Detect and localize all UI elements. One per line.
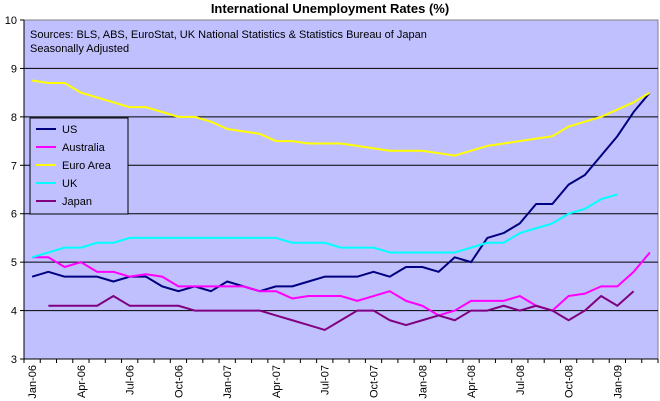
adjustment-note: Seasonally Adjusted [30,43,129,55]
x-tick-label: Oct-07 [369,365,381,398]
chart-title: International Unemployment Rates (%) [210,1,450,16]
y-tick-label: 9 [11,63,17,75]
y-tick-label: 10 [5,15,17,27]
source-note: Sources: BLS, ABS, EuroStat, UK National… [30,29,427,41]
x-tick-label: Apr-08 [466,365,478,398]
series-lines [31,79,651,331]
series-line-euro-area [31,79,651,157]
x-tick-label: Oct-06 [173,365,185,398]
y-tick-label: 5 [11,257,17,269]
x-tick-label: Apr-06 [76,365,88,398]
plot-area [23,19,659,360]
y-tick-label: 8 [11,112,17,124]
x-tick-label: Jul-08 [515,365,527,395]
x-tick-label: Apr-07 [271,365,283,398]
legend-label: Euro Area [62,160,112,172]
x-tick-label: Oct-08 [564,365,576,398]
legend-label: Japan [62,196,92,208]
legend-label: UK [62,178,78,190]
x-tick-label: Jan-09 [612,365,624,399]
x-tick-label: Jul-06 [125,365,137,395]
series-line-japan [48,290,635,331]
y-tick-label: 6 [11,209,17,221]
axes: 3 4 5 6 7 8 9 10 Jan-06 Apr-06 Jul-06 Oct-06 Jan-07 A… [5,15,659,399]
legend-label: Australia [62,142,106,154]
gridlines [24,67,658,312]
x-tick-label: Jan-07 [222,365,234,399]
x-tick-label: Jul-07 [320,365,332,395]
y-tick-label: 4 [11,306,17,318]
y-tick-label: 3 [11,354,17,366]
legend: US Australia Euro Area UK Japan [29,117,129,215]
x-tick-label: Jan-06 [27,365,39,399]
series-line-uk [31,193,618,259]
legend-label: US [62,124,77,136]
x-tick-label: Jan-08 [417,365,429,399]
y-tick-label: 7 [11,160,17,172]
